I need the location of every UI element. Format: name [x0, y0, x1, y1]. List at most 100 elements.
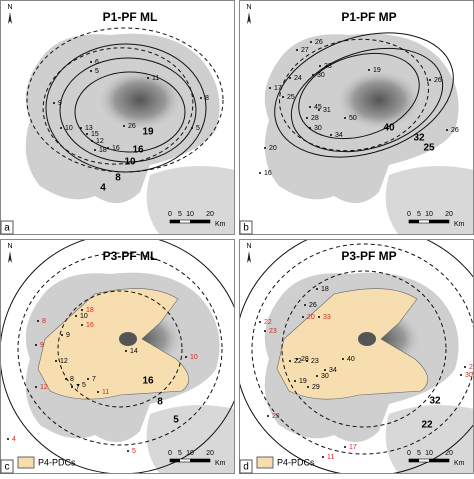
- sample-label: 28: [311, 115, 319, 122]
- sample-label: 9: [58, 100, 62, 107]
- sample-point: [330, 134, 332, 136]
- sample-label: 24: [294, 75, 302, 82]
- sample-point: [324, 369, 326, 371]
- sample-label: 16: [112, 145, 120, 152]
- sample-point: [86, 133, 88, 135]
- isopleth: [74, 71, 186, 153]
- panel-letter-box: [239, 459, 253, 474]
- sample-point: [302, 316, 304, 318]
- north-label: N: [7, 243, 12, 250]
- sample-label: 11: [152, 75, 159, 82]
- sample-label: 13: [85, 125, 93, 132]
- sample-point: [319, 65, 321, 67]
- sample-label: 30: [465, 372, 473, 379]
- sample-label: 11: [102, 389, 109, 396]
- north-arrow: [247, 251, 251, 263]
- sample-point: [127, 450, 129, 452]
- sample-label: 12: [96, 138, 104, 145]
- sample-label: 20: [269, 145, 277, 152]
- isopleth: [251, 243, 474, 455]
- sample-label: 7: [76, 384, 80, 391]
- sample-point: [309, 127, 311, 129]
- panel-title: P3-PF MP: [341, 249, 396, 263]
- isopleth-label: 32: [413, 133, 425, 144]
- sample-label: 8: [205, 95, 209, 102]
- sample-label: 10: [80, 313, 88, 320]
- sample-label: 50: [349, 115, 357, 122]
- sample-label: 20: [307, 314, 315, 321]
- isopleth-label: 16: [132, 145, 144, 156]
- scale-bar: [190, 459, 210, 462]
- scale-unit: Km: [454, 460, 465, 467]
- sample-label: 10: [65, 125, 73, 132]
- sample-label: 22: [294, 358, 302, 365]
- panel-letter: d: [243, 462, 249, 473]
- sample-label: 33: [324, 63, 332, 70]
- hillshade: [337, 70, 421, 130]
- map-area: 1826203322234022282319303429213022171132…: [239, 239, 474, 474]
- sample-label: 18: [99, 147, 107, 154]
- panel-title: P1-PF MP: [341, 10, 396, 24]
- scale-bar: [409, 220, 419, 223]
- sample-label: 9: [40, 342, 44, 349]
- sample-point: [81, 324, 83, 326]
- scale-unit: Km: [215, 221, 226, 228]
- isopleth-label: 16: [142, 376, 154, 387]
- sample-point: [185, 356, 187, 358]
- sample-point: [90, 70, 92, 72]
- isopleth-label: 8: [115, 173, 121, 184]
- crater: [119, 332, 137, 346]
- hillshade: [98, 70, 182, 130]
- sample-point: [318, 109, 320, 111]
- sample-label: 33: [323, 314, 331, 321]
- map-panel: 1826203322234022282319303429213022171132…: [239, 239, 474, 474]
- sample-point: [75, 315, 77, 317]
- scale-bar: [409, 459, 419, 462]
- sample-label: 28: [301, 356, 309, 363]
- isopleth: [298, 52, 420, 140]
- sample-label: 17: [274, 85, 282, 92]
- sample-point: [294, 380, 296, 382]
- north-label: N: [246, 243, 251, 250]
- sample-label: 17: [349, 444, 357, 451]
- sample-point: [309, 106, 311, 108]
- isopleth: [290, 47, 444, 153]
- sample-label: 23: [311, 358, 319, 365]
- scale-label: 0: [407, 450, 411, 457]
- sample-point: [282, 96, 284, 98]
- scale-label: 10: [425, 450, 433, 457]
- sample-label: 5: [82, 382, 86, 389]
- sample-point: [90, 61, 92, 63]
- sample-point: [464, 366, 466, 368]
- sample-label: 12: [40, 384, 48, 391]
- land: [146, 405, 235, 474]
- land: [146, 166, 235, 235]
- sample-label: 26: [434, 77, 442, 84]
- sample-label: 16: [86, 322, 94, 329]
- scale-label: 0: [168, 211, 172, 218]
- sample-label: 5: [95, 68, 99, 75]
- isopleth-label: 5: [173, 415, 179, 426]
- panel-letter: c: [5, 462, 10, 473]
- isopleth-label: 19: [142, 127, 154, 138]
- sample-label: 26: [128, 123, 136, 130]
- sample-label: 22: [264, 319, 272, 326]
- sample-label: 22: [272, 413, 280, 420]
- sample-point: [310, 41, 312, 43]
- sample-label: 5: [196, 125, 200, 132]
- sample-label: 5: [132, 448, 136, 455]
- panel-letter: a: [4, 223, 10, 234]
- sample-point: [80, 127, 82, 129]
- sample-label: 45: [314, 104, 322, 111]
- sample-point: [53, 102, 55, 104]
- sample-point: [460, 374, 462, 376]
- sample-label: 6: [95, 59, 99, 66]
- sample-point: [200, 97, 202, 99]
- sample-label: 30: [321, 373, 329, 380]
- sample-point: [306, 360, 308, 362]
- map-area: 26 27 24 17 30 33 19 26 26 28 45 31 50 34 30 20 16 25 40 32…: [239, 0, 474, 235]
- sample-label: 29: [312, 384, 320, 391]
- north-label: N: [7, 4, 12, 11]
